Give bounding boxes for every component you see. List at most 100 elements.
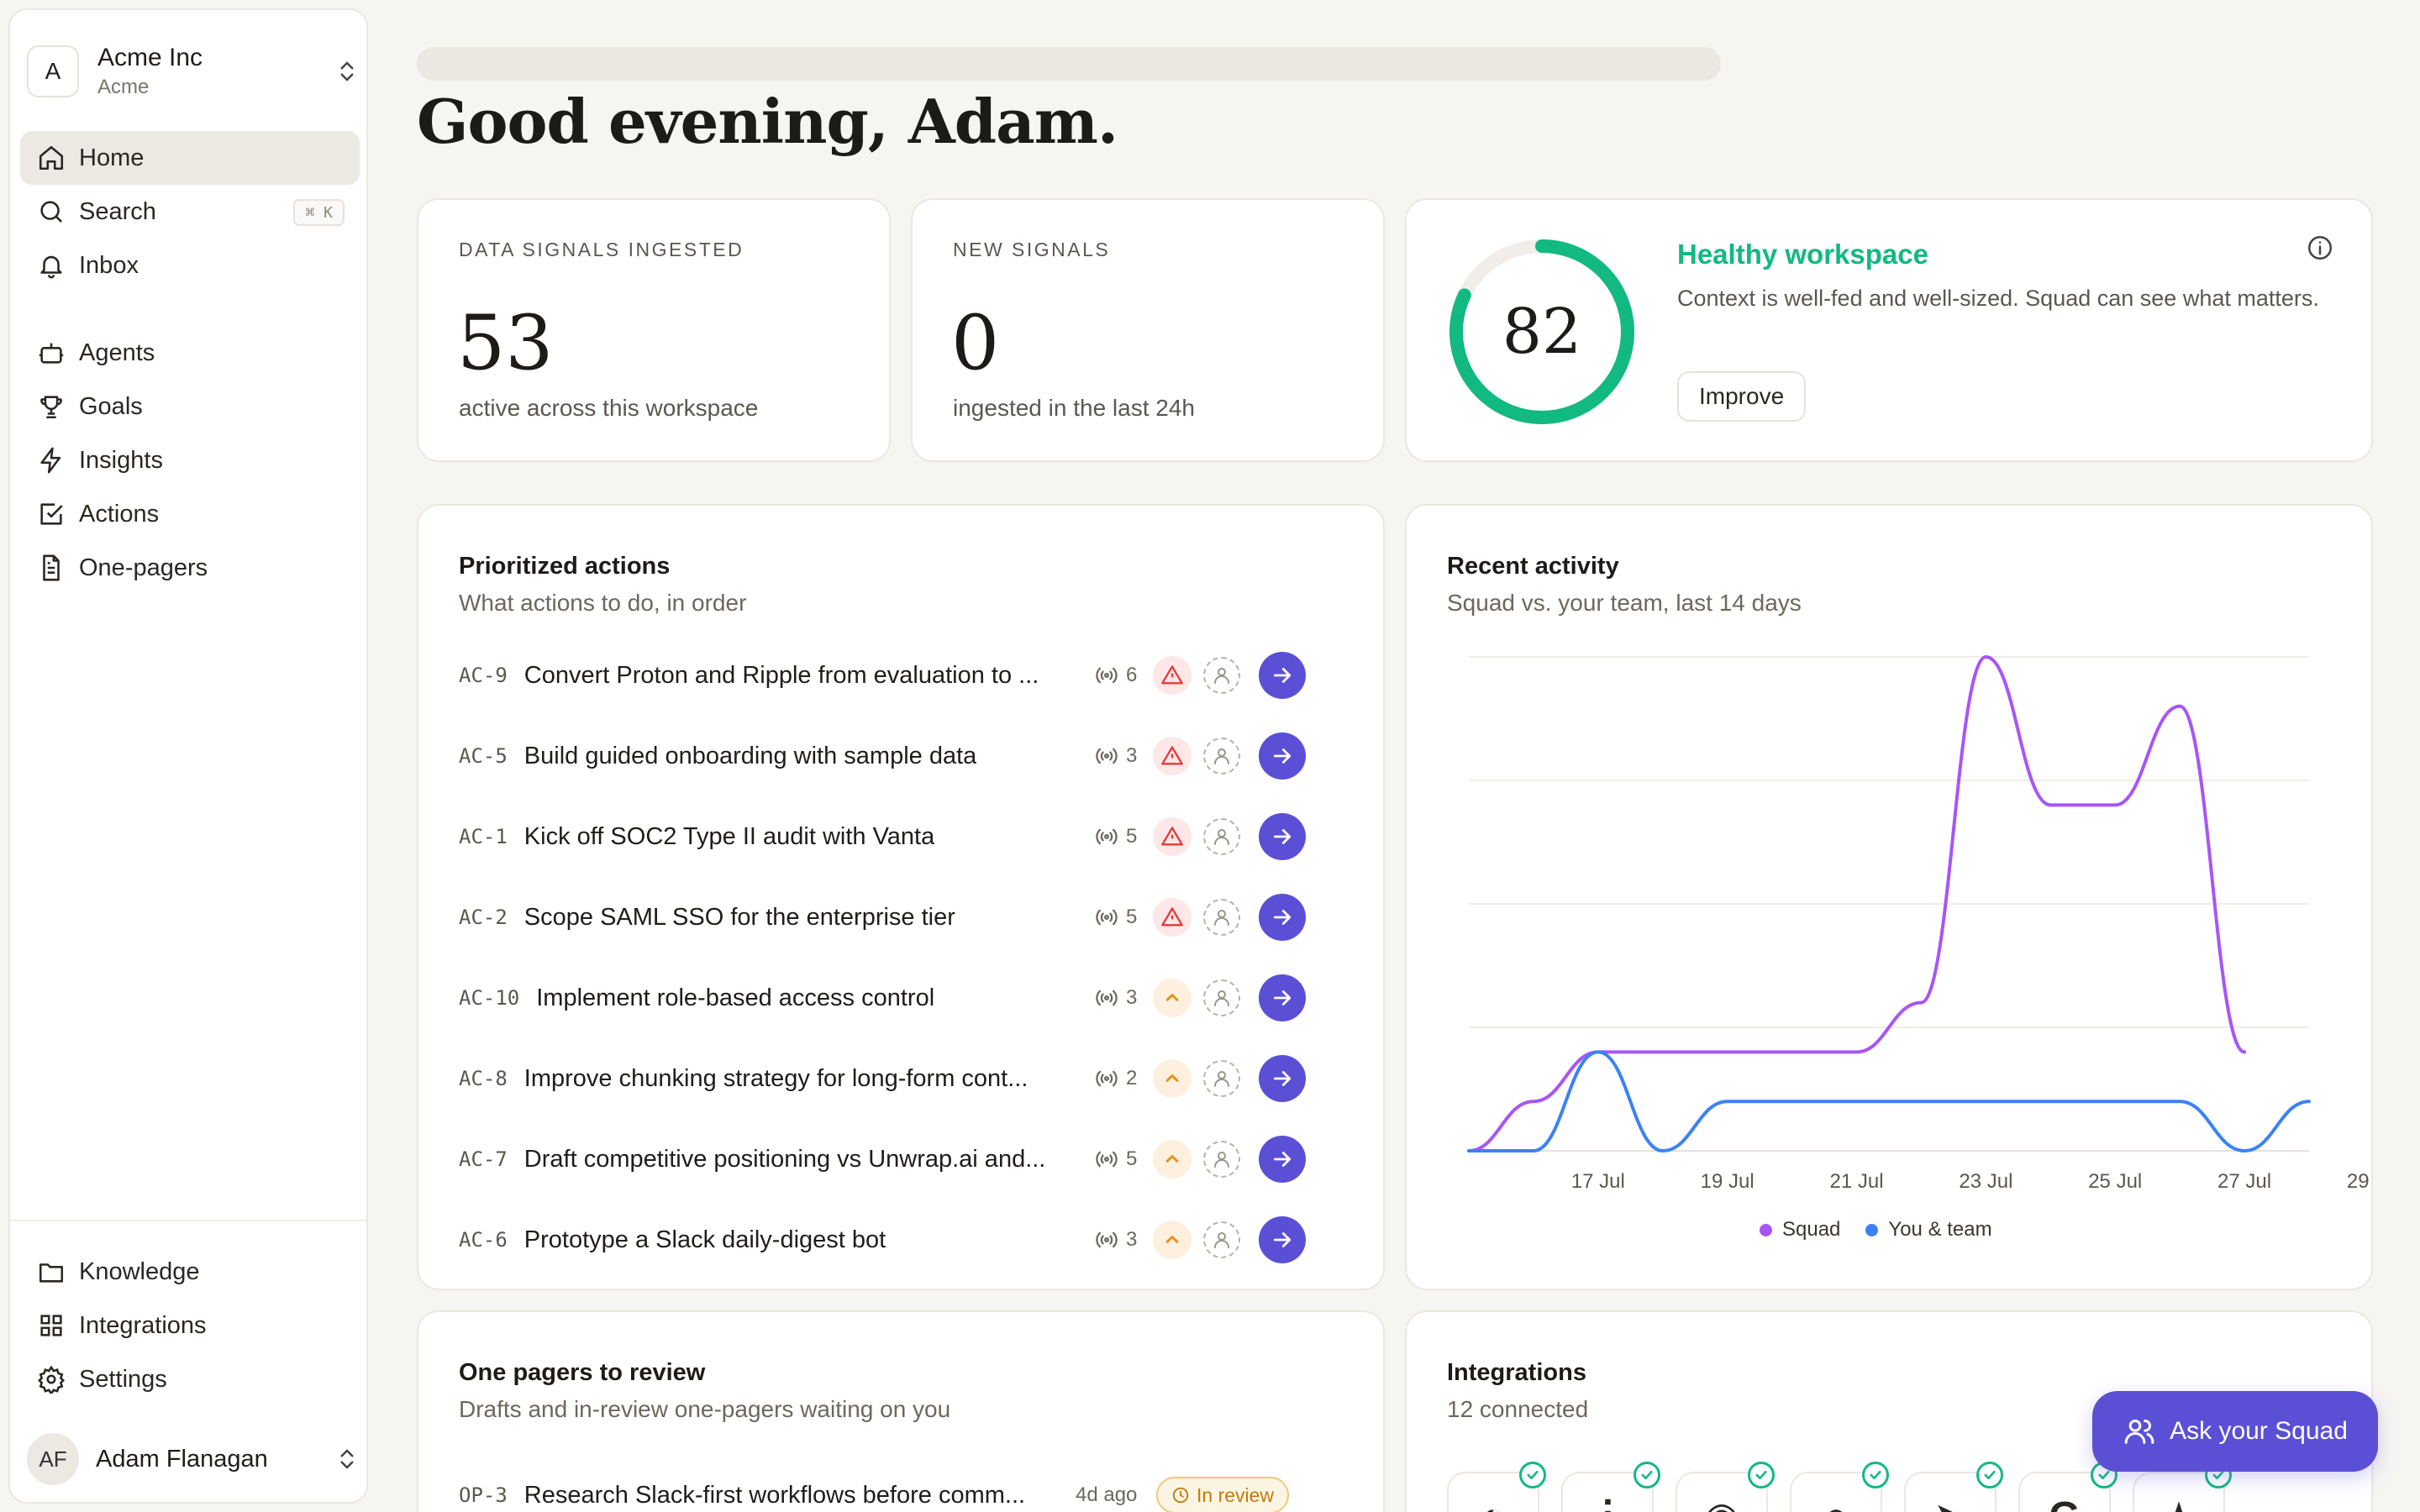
star-icon[interactable]: ★: [2133, 1462, 2232, 1512]
bot-icon: [39, 343, 64, 364]
nav-integrations-label: Integrations: [79, 1311, 207, 1339]
search-shortcut: ⌘ K: [293, 199, 345, 226]
open-action-button[interactable]: [1259, 732, 1306, 780]
nav-insights[interactable]: Insights: [20, 433, 360, 487]
intercom-icon[interactable]: ⫶: [1561, 1462, 1660, 1512]
stat-card-new-signals: NEW SIGNALS 0 ingested in the last 24h: [911, 198, 1385, 462]
assignee-button[interactable]: [1203, 657, 1240, 694]
nav-home-label: Home: [79, 144, 145, 171]
open-action-button[interactable]: [1259, 894, 1306, 941]
assignee-button[interactable]: [1203, 738, 1240, 774]
org-name: Acme Inc: [97, 44, 203, 71]
assignee-button[interactable]: [1203, 818, 1240, 855]
priority-urgent[interactable]: [1153, 656, 1192, 695]
check-icon: [1519, 1462, 1546, 1488]
arrow-right-icon: [1273, 748, 1292, 764]
priority-high[interactable]: [1153, 979, 1192, 1017]
ask-squad-label: Ask your Squad: [2170, 1417, 2348, 1445]
action-row[interactable]: AC-10 Implement role-based access control…: [459, 971, 1336, 1025]
stat-label: DATA SIGNALS INGESTED: [459, 239, 744, 260]
open-action-button[interactable]: [1259, 1136, 1306, 1183]
user-icon: [1214, 668, 1229, 684]
series-line-you-and-team: [1467, 1050, 2311, 1153]
priority-high[interactable]: [1153, 1221, 1192, 1259]
clock-icon: [1172, 1487, 1189, 1504]
page-title: Good evening, Adam.: [417, 86, 1118, 157]
nav-settings[interactable]: Settings: [20, 1352, 360, 1406]
priority-high[interactable]: [1153, 1140, 1192, 1179]
org-switcher[interactable]: A Acme Inc Acme: [27, 35, 360, 108]
user-menu[interactable]: AF Adam Flanagan: [27, 1430, 360, 1488]
top-search-bar[interactable]: [417, 47, 1721, 81]
nav-settings-label: Settings: [79, 1365, 167, 1393]
github-icon[interactable]: ◉: [1676, 1462, 1775, 1512]
home-icon: [39, 145, 64, 171]
nav-integrations[interactable]: Integrations: [20, 1299, 360, 1352]
apple-icon[interactable]: ●: [1790, 1462, 1889, 1512]
trophy-icon: [40, 396, 62, 419]
nav-actions[interactable]: Actions: [20, 487, 360, 541]
action-row[interactable]: AC-1 Kick off SOC2 Type II audit with Van…: [459, 810, 1336, 864]
user-icon: [1214, 1232, 1229, 1248]
github-icon-glyph: ◉: [1704, 1494, 1739, 1512]
action-id: AC-5: [459, 744, 508, 768]
priority-urgent[interactable]: [1153, 737, 1192, 775]
assignee-button[interactable]: [1203, 1141, 1240, 1178]
linear-icon[interactable]: ◐: [1447, 1462, 1546, 1512]
action-id: AC-1: [459, 825, 508, 848]
nav-home[interactable]: Home: [20, 131, 360, 185]
priority-urgent[interactable]: [1153, 817, 1192, 856]
grid-icon: [40, 1315, 62, 1336]
action-row[interactable]: AC-6 Prototype a Slack daily-digest bot 3: [459, 1213, 1336, 1267]
priority-high[interactable]: [1153, 1059, 1192, 1098]
integration-icons: ◐ ⫶ ◉ ● ➤ G ★: [1447, 1462, 2232, 1512]
send-icon[interactable]: ➤: [1904, 1462, 2003, 1512]
action-row[interactable]: AC-7 Draft competitive positioning vs Unw…: [459, 1132, 1336, 1186]
signal-count: 5: [1094, 810, 1137, 864]
alert-triangle-icon: [1161, 665, 1183, 685]
broadcast-icon: [1096, 748, 1118, 764]
info-icon[interactable]: [2306, 234, 2334, 262]
nav-agents[interactable]: Agents: [20, 326, 360, 380]
open-action-button[interactable]: [1259, 1055, 1306, 1102]
signal-count: 3: [1094, 729, 1137, 783]
action-row[interactable]: AC-8 Improve chunking strategy for long-f…: [459, 1052, 1336, 1105]
recent-activity-card: Recent activity Squad vs. your team, las…: [1405, 504, 2375, 1290]
google-icon-glyph: G: [2049, 1494, 2080, 1512]
arrow-right-icon: [1273, 1232, 1292, 1247]
action-id: AC-10: [459, 986, 520, 1010]
action-id: AC-6: [459, 1228, 508, 1252]
intercom-icon-glyph: ⫶: [1602, 1494, 1612, 1512]
priority-urgent[interactable]: [1153, 898, 1192, 937]
legend-item: Squad: [1760, 1218, 1840, 1242]
signal-count: 6: [1094, 648, 1137, 702]
ask-squad-button[interactable]: Ask your Squad: [2092, 1391, 2378, 1472]
card-subtitle: Squad vs. your team, last 14 days: [1447, 590, 1802, 616]
nav-inbox[interactable]: Inbox: [20, 239, 360, 292]
open-action-button[interactable]: [1259, 652, 1306, 699]
open-action-button[interactable]: [1259, 813, 1306, 860]
assignee-button[interactable]: [1203, 979, 1240, 1016]
apple-icon-glyph: ●: [1824, 1494, 1849, 1512]
action-row[interactable]: AC-2 Scope SAML SSO for the enterprise ti…: [459, 890, 1336, 944]
one-pager-row[interactable]: OP-3 Research Slack-first workflows befo…: [459, 1477, 1336, 1512]
assignee-button[interactable]: [1203, 1221, 1240, 1258]
action-title: Draft competitive positioning vs Unwrap.…: [523, 1145, 1046, 1173]
assignee-button[interactable]: [1203, 1060, 1240, 1097]
action-row[interactable]: AC-9 Convert Proton and Ripple from evalu…: [459, 648, 1336, 702]
file-text-icon: [43, 554, 60, 581]
nav-search[interactable]: Search ⌘ K: [20, 185, 360, 239]
assignee-button[interactable]: [1203, 899, 1240, 936]
action-row[interactable]: AC-5 Build guided onboarding with sample …: [459, 729, 1336, 783]
improve-button[interactable]: Improve: [1677, 371, 1807, 422]
open-action-button[interactable]: [1259, 1216, 1306, 1263]
nav-goals[interactable]: Goals: [20, 380, 360, 433]
chevron-up-icon: [1165, 994, 1179, 1001]
open-action-button[interactable]: [1259, 974, 1306, 1021]
activity-chart: 17 Jul 19 Jul 21 Jul 23 Jul 25 Jul 27 Jul 29 J…: [1467, 654, 2375, 1193]
nav-knowledge[interactable]: Knowledge: [20, 1245, 360, 1299]
nav-one-pagers[interactable]: One-pagers: [20, 541, 360, 595]
google-icon[interactable]: G: [2018, 1462, 2118, 1512]
card-subtitle: Drafts and in-review one-pagers waiting …: [459, 1396, 951, 1422]
check-icon: [1634, 1462, 1660, 1488]
